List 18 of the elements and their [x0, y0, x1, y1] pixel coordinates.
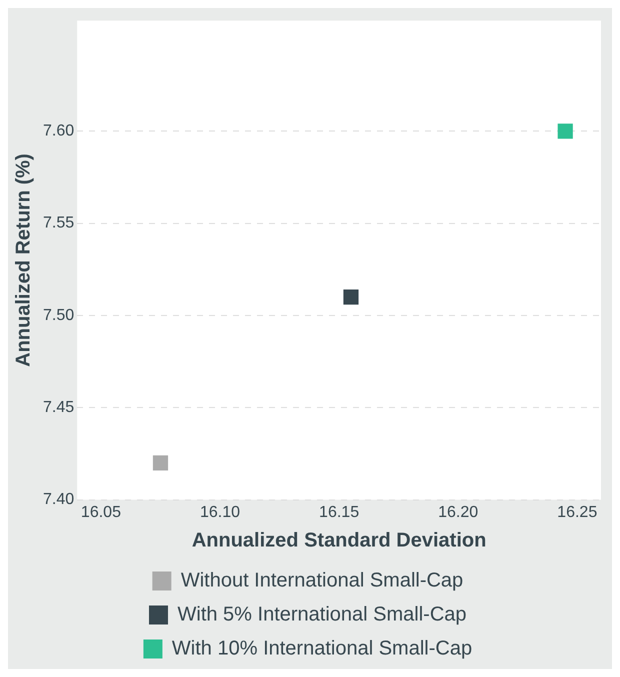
y-axis-title: Annualized Return (%): [12, 154, 35, 367]
x-tick-label: 16.20: [438, 504, 478, 521]
x-tick-label: 16.05: [80, 504, 122, 521]
y-tick-label: 7.50: [43, 306, 74, 324]
y-tick-label: 7.60: [43, 122, 74, 140]
point: [558, 124, 573, 139]
legend-label: Without International Small-Cap: [180, 570, 464, 592]
point: [343, 289, 359, 305]
x-tick-label: 16.15: [319, 504, 360, 521]
y-tick-label: 7.55: [43, 214, 74, 232]
y-tick-label: 7.40: [43, 491, 74, 508]
x-tick-label: 16.25: [557, 504, 598, 521]
point: [152, 455, 168, 471]
x-tick-label: 16.10: [200, 504, 240, 521]
legend-label: With 10% International Small-Cap: [172, 638, 472, 660]
x-axis-title: Annualized Standard Deviation: [192, 530, 486, 552]
legend-label: With 5% International Small-Cap: [177, 604, 467, 626]
y-tick-label: 7.45: [43, 399, 74, 416]
